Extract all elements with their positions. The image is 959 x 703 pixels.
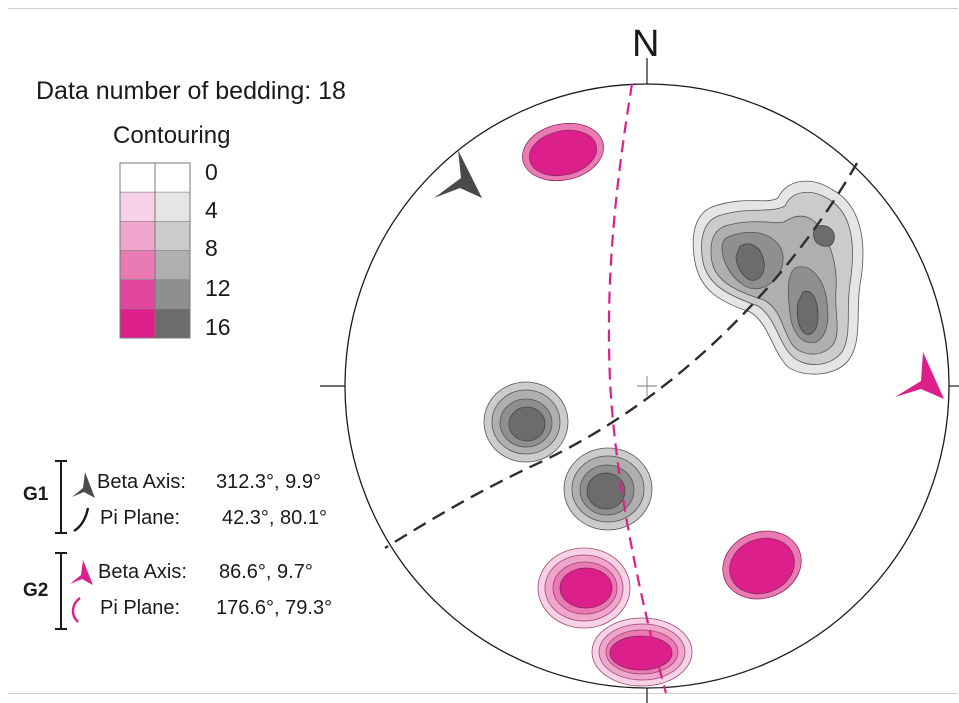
pink-cluster-east <box>722 530 802 600</box>
gray-scale-swatch <box>154 162 191 193</box>
g2-pi-plane-great-circle <box>607 83 668 694</box>
pink-scale-swatch <box>119 250 156 280</box>
figure-frame <box>8 8 958 694</box>
g2-bracket <box>55 552 67 630</box>
center-cross <box>637 376 657 396</box>
group-label-g1: G1 <box>23 484 49 505</box>
g1-pi-value: 42.3°, 80.1° <box>222 507 327 529</box>
gray-cluster-south <box>563 447 653 531</box>
g2-beta-axis-legend-icon <box>70 560 93 585</box>
pink-scale-swatch <box>119 191 156 222</box>
g2-beta-name: Beta Axis: <box>98 561 187 583</box>
contour-level-label: 0 <box>205 159 218 185</box>
contour-legend-title: Contouring <box>113 122 231 149</box>
contour-level-label: 8 <box>205 235 218 261</box>
pink-cluster-south <box>537 547 693 687</box>
gray-scale-column <box>154 162 191 339</box>
group-label-g2: G2 <box>23 580 49 601</box>
gray-cluster-northeast <box>692 180 864 375</box>
g2-pi-plane-legend-icon <box>71 597 81 623</box>
pink-scale-swatch <box>119 308 156 339</box>
g1-beta-value: 312.3°, 9.9° <box>216 471 321 493</box>
primitive-ticks <box>320 58 959 703</box>
g1-beta-axis-icon <box>434 150 482 198</box>
g1-beta-axis-legend-icon <box>72 472 95 498</box>
contour-level-label: 12 <box>205 275 231 301</box>
gray-scale-swatch <box>154 191 191 222</box>
contour-level-label: 16 <box>205 314 231 340</box>
north-label: N <box>632 23 659 65</box>
pink-scale-swatch <box>119 279 156 310</box>
g1-bracket <box>55 460 67 534</box>
g2-beta-value: 86.6°, 9.7° <box>219 561 313 583</box>
g2-pi-name: Pi Plane: <box>100 597 181 619</box>
contour-legend-swatches <box>119 162 191 339</box>
pink-scale-swatch <box>119 162 156 193</box>
pink-scale-swatch <box>119 221 156 251</box>
g1-beta-name: Beta Axis: <box>97 471 186 493</box>
g1-pi-name: Pi Plane: <box>100 507 181 529</box>
pink-cluster-north <box>522 122 604 182</box>
g1-pi-plane-legend-icon <box>73 507 90 533</box>
g1-pi-plane-great-circle <box>384 162 859 550</box>
data-count-label: Data number of bedding: 18 <box>36 77 346 105</box>
contour-level-label: 4 <box>205 197 218 223</box>
gray-scale-swatch <box>154 250 191 280</box>
gray-scale-swatch <box>154 221 191 251</box>
gray-scale-border <box>154 162 191 339</box>
pink-scale-column <box>119 162 156 339</box>
gray-cluster-west <box>483 381 569 463</box>
g2-pi-value: 176.6°, 79.3° <box>216 597 333 619</box>
g2-beta-axis-icon <box>895 352 944 399</box>
gray-scale-swatch <box>154 279 191 310</box>
gray-scale-swatch <box>154 308 191 339</box>
